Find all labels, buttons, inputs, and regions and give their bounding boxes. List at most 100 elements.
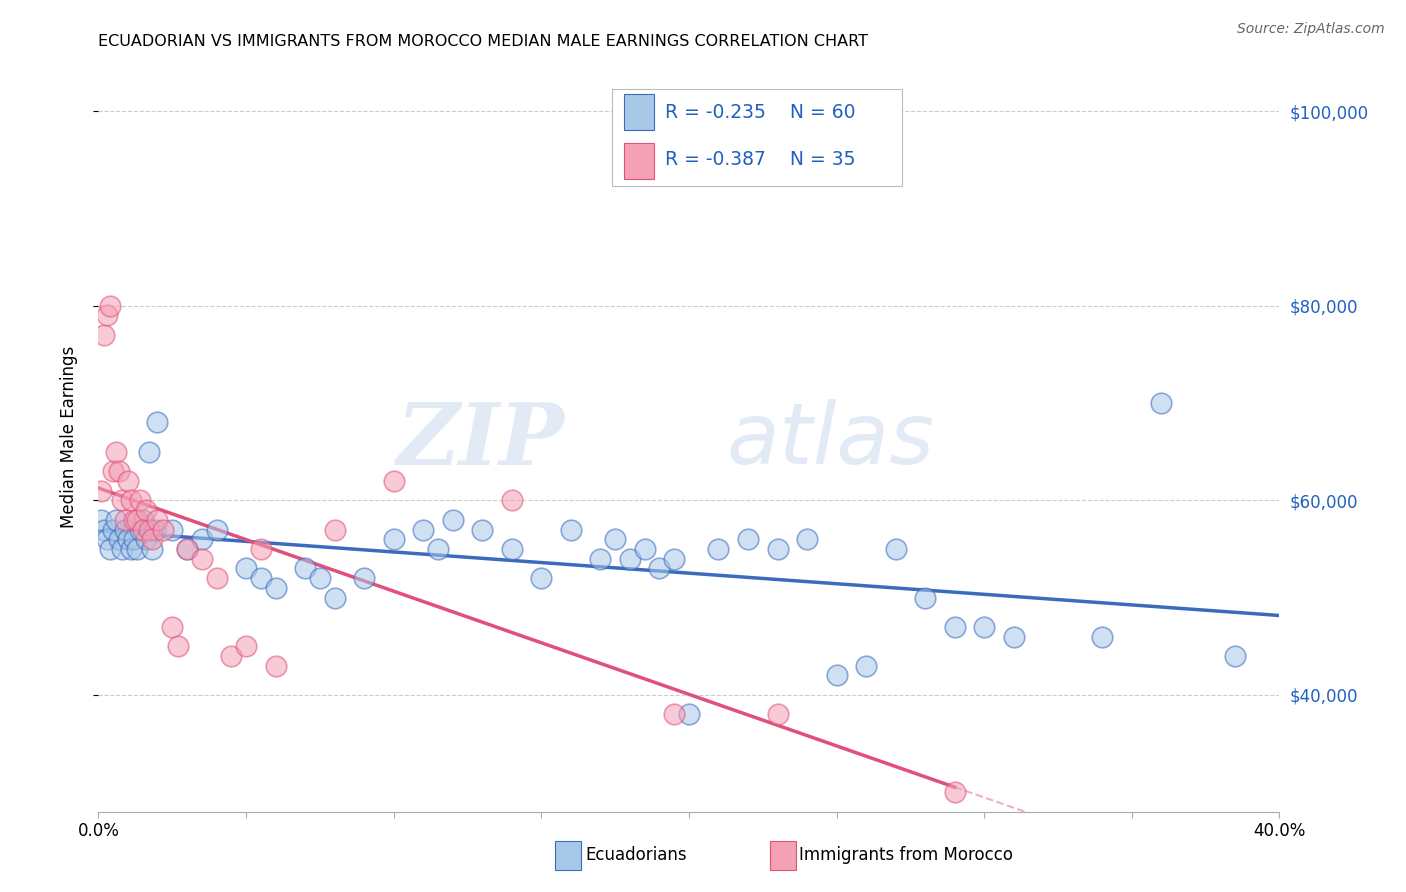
Point <box>191 533 214 547</box>
Point <box>589 551 612 566</box>
Point <box>138 444 160 458</box>
Point <box>93 523 115 537</box>
Point <box>108 464 131 478</box>
Point <box>135 503 157 517</box>
Point <box>382 533 405 547</box>
Point <box>128 493 150 508</box>
Point <box>914 591 936 605</box>
Point <box>264 658 287 673</box>
Point <box>146 416 169 430</box>
Text: atlas: atlas <box>727 400 935 483</box>
Point <box>122 513 145 527</box>
Bar <box>624 143 654 178</box>
Text: R = -0.387    N = 35: R = -0.387 N = 35 <box>665 151 856 169</box>
Point <box>825 668 848 682</box>
Point <box>766 707 789 722</box>
Point <box>152 523 174 537</box>
Point <box>96 309 118 323</box>
Point <box>105 444 128 458</box>
Point <box>141 533 163 547</box>
Point <box>128 523 150 537</box>
Point <box>205 571 228 585</box>
Bar <box>624 94 654 130</box>
Point <box>111 493 134 508</box>
Point <box>103 523 125 537</box>
Text: ECUADORIAN VS IMMIGRANTS FROM MOROCCO MEDIAN MALE EARNINGS CORRELATION CHART: ECUADORIAN VS IMMIGRANTS FROM MOROCCO ME… <box>98 34 869 49</box>
Point <box>235 561 257 575</box>
Point <box>634 541 657 556</box>
Point <box>117 533 139 547</box>
Text: R = -0.235    N = 60: R = -0.235 N = 60 <box>665 103 856 122</box>
Point <box>1091 630 1114 644</box>
Text: ZIP: ZIP <box>396 399 565 483</box>
Point <box>1150 396 1173 410</box>
Point <box>264 581 287 595</box>
Point <box>1225 648 1247 663</box>
Point <box>412 523 434 537</box>
Point <box>135 533 157 547</box>
Point <box>664 707 686 722</box>
Point <box>943 785 966 799</box>
Point <box>120 493 142 508</box>
Point <box>105 513 128 527</box>
Point <box>737 533 759 547</box>
Point <box>162 523 183 537</box>
Point <box>648 561 671 575</box>
Point <box>96 533 118 547</box>
Point <box>323 591 346 605</box>
Point <box>138 523 160 537</box>
Point <box>294 561 316 575</box>
Point <box>619 551 641 566</box>
Point <box>501 541 523 556</box>
Point <box>427 541 450 556</box>
Point <box>108 533 131 547</box>
Point <box>176 541 198 556</box>
Point <box>90 483 112 498</box>
Point <box>114 513 136 527</box>
Point <box>441 513 464 527</box>
Point <box>146 513 169 527</box>
Point <box>796 533 818 547</box>
Point <box>132 513 155 527</box>
Point <box>221 648 243 663</box>
Point <box>162 620 183 634</box>
Point <box>111 541 134 556</box>
Point <box>205 523 228 537</box>
Point <box>141 541 163 556</box>
Text: Immigrants from Morocco: Immigrants from Morocco <box>799 847 1012 864</box>
Point <box>664 551 686 566</box>
Point <box>98 541 121 556</box>
Point <box>167 640 190 654</box>
Point <box>90 513 112 527</box>
Point <box>176 541 198 556</box>
Point <box>250 541 273 556</box>
Point <box>605 533 627 547</box>
Point <box>117 474 139 488</box>
Point <box>309 571 332 585</box>
Point <box>125 541 148 556</box>
Point <box>501 493 523 508</box>
Point <box>530 571 553 585</box>
Point <box>114 523 136 537</box>
Point <box>103 464 125 478</box>
Point <box>707 541 730 556</box>
Y-axis label: Median Male Earnings: Median Male Earnings <box>59 346 77 528</box>
FancyBboxPatch shape <box>612 88 901 186</box>
Point <box>323 523 346 537</box>
Text: Ecuadorians: Ecuadorians <box>585 847 686 864</box>
Point <box>884 541 907 556</box>
Point <box>93 327 115 342</box>
Point <box>943 620 966 634</box>
Point <box>766 541 789 556</box>
Point <box>125 513 148 527</box>
Point <box>678 707 700 722</box>
Point <box>143 523 166 537</box>
Point <box>191 551 214 566</box>
Text: Source: ZipAtlas.com: Source: ZipAtlas.com <box>1237 22 1385 37</box>
Point <box>855 658 877 673</box>
Point <box>122 533 145 547</box>
Point <box>1002 630 1025 644</box>
Point <box>250 571 273 585</box>
Point <box>235 640 257 654</box>
Point <box>560 523 582 537</box>
